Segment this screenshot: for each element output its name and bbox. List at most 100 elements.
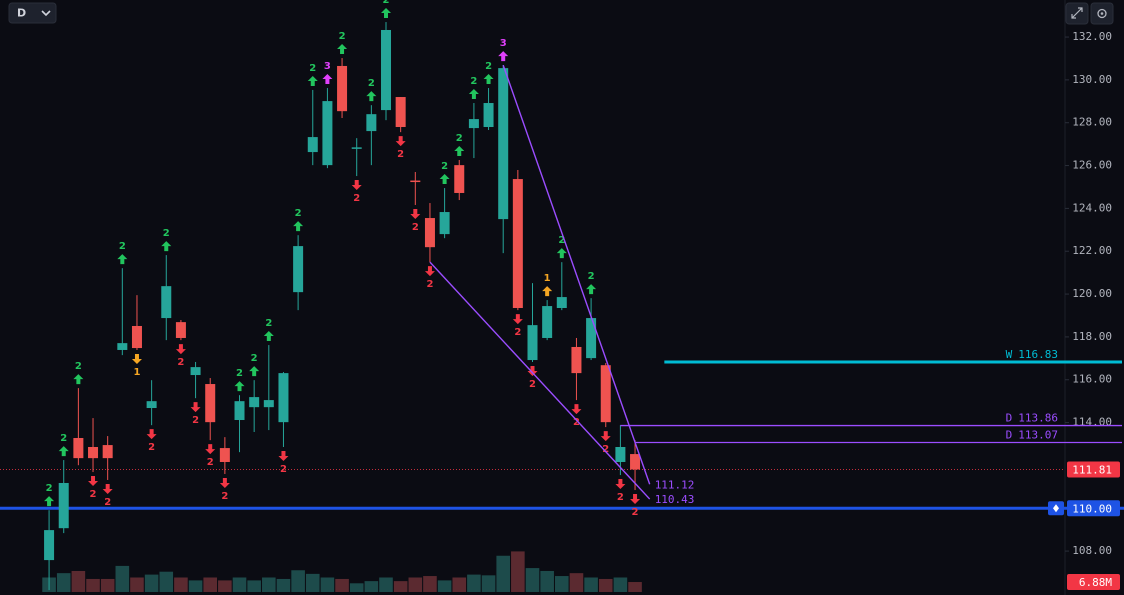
volume-bar	[335, 578, 349, 592]
candle-body	[88, 446, 99, 459]
signal-down: 2	[410, 208, 421, 233]
signal-label: 2	[251, 353, 258, 364]
settings-icon-dot[interactable]	[1100, 12, 1104, 15]
candle-body	[498, 68, 509, 220]
dropdown-chevron[interactable]	[41, 10, 51, 17]
settings-button[interactable]	[1090, 2, 1114, 25]
y-tick-label: 118.00	[1072, 330, 1112, 343]
candle-body	[600, 365, 611, 423]
signal-arrow	[498, 51, 509, 62]
signal-label: 2	[60, 433, 67, 444]
candle-body	[146, 401, 157, 409]
signal-label: 1	[544, 273, 551, 284]
signal-arrow	[527, 365, 538, 376]
dropdown-box[interactable]	[8, 2, 57, 24]
signal-label: 2	[177, 357, 184, 368]
volume-bar	[291, 570, 305, 592]
volume-label: 6.88M	[1079, 576, 1112, 589]
candle-body	[44, 530, 55, 561]
signal-arrow	[556, 248, 567, 259]
signal-up: 2	[483, 61, 494, 85]
signal-arrow	[219, 477, 230, 488]
signal-arrow	[131, 353, 142, 364]
signal-arrow	[600, 431, 611, 442]
signal-arrow	[175, 344, 186, 355]
signal-label: 2	[485, 61, 492, 72]
candle-body	[322, 101, 333, 166]
volume-bar	[423, 576, 437, 592]
signal-arrow	[190, 402, 201, 413]
y-tick-label: 116.00	[1072, 373, 1112, 386]
y-tick-label: 124.00	[1072, 201, 1112, 214]
volume-bar	[262, 577, 276, 592]
signal-label: 2	[339, 31, 346, 42]
candle-body	[73, 438, 84, 459]
signal-label: 2	[412, 222, 419, 233]
candle-body	[307, 137, 318, 153]
signal-arrow	[366, 91, 377, 102]
timeframe-label[interactable]: D	[17, 7, 26, 20]
volume-bar	[554, 576, 569, 592]
signal-up: 2	[307, 63, 318, 86]
volume-bar	[218, 580, 232, 592]
signal-label: 2	[617, 492, 624, 503]
volume-bar	[320, 577, 335, 592]
settings-icon[interactable]	[1097, 8, 1107, 19]
signal-arrow	[571, 404, 582, 415]
volume-bar	[481, 575, 496, 592]
timeframe-dropdown[interactable]: D	[8, 2, 57, 24]
signal-up: 2	[44, 483, 55, 507]
signal-up: 2	[366, 78, 377, 102]
volume-bar	[56, 573, 71, 592]
candle-body	[293, 246, 304, 293]
signal-down: 2	[351, 180, 362, 204]
signal-label: 2	[514, 327, 521, 338]
volume-bar	[276, 578, 291, 592]
signal-arrow	[381, 8, 392, 19]
candle-body	[337, 65, 348, 112]
signal-label: 2	[90, 489, 97, 500]
volume-bar	[613, 577, 628, 592]
volume-bar	[130, 577, 144, 592]
volume-bar	[525, 568, 540, 592]
signal-label: 2	[383, 0, 390, 6]
signal-up: 2	[249, 353, 260, 377]
expand-button[interactable]	[1065, 2, 1089, 25]
volume-bar	[203, 577, 218, 592]
volume-bar	[540, 570, 554, 592]
candle-body	[556, 297, 567, 308]
signal-arrow	[483, 74, 494, 85]
expand-icon[interactable]	[1071, 7, 1083, 19]
volume-bar	[393, 581, 408, 592]
volume-bar	[364, 581, 379, 592]
candle-body	[117, 343, 128, 350]
current-price-box	[1067, 461, 1120, 478]
signal-arrow	[102, 483, 113, 494]
candle-body	[263, 400, 274, 408]
price-line-prefix: D	[1006, 429, 1013, 442]
volume-bar	[174, 577, 188, 592]
signal-down: 2	[190, 402, 201, 426]
signal-up: 2	[73, 361, 84, 385]
trendline	[429, 261, 651, 500]
signal-arrow	[73, 374, 84, 385]
signal-up: 2	[454, 133, 465, 156]
candle-body	[102, 445, 113, 459]
signal-arrow	[293, 221, 304, 232]
y-tick-label: 132.00	[1072, 30, 1112, 43]
signal-arrow	[249, 366, 260, 377]
signal-up: 1	[542, 273, 553, 297]
signal-label: 2	[588, 271, 595, 282]
signal-up: 2	[263, 318, 274, 342]
candle-body	[381, 29, 392, 111]
volume-bar	[86, 578, 100, 592]
signal-label: 2	[75, 361, 82, 372]
candle-body	[161, 286, 172, 319]
signal-arrow	[146, 429, 157, 440]
signal-arrow	[234, 381, 245, 392]
signal-label: 2	[119, 241, 126, 252]
candle-body	[630, 454, 641, 470]
signal-label: 3	[500, 38, 507, 49]
signal-arrow	[351, 180, 362, 191]
